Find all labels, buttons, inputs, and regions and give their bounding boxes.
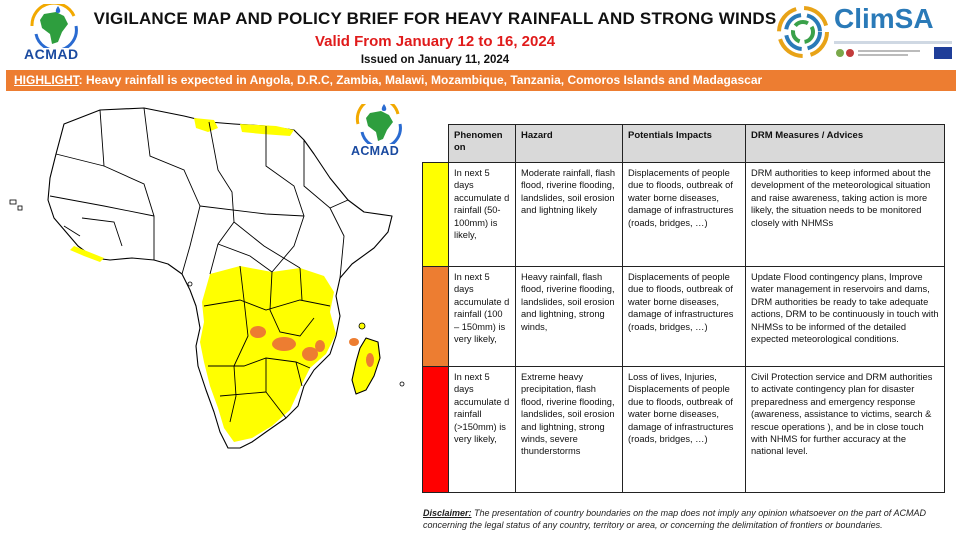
mauritius	[399, 381, 405, 387]
cell-phenomenon: In next 5 days accumulate d rainfall (>1…	[448, 366, 516, 493]
yellow-zone-west-africa	[70, 246, 104, 262]
policy-brief-table: Phenomen on Hazard Potentials Impacts DR…	[422, 124, 945, 493]
cell-phenomenon: In next 5 days accumulate d rainfall (10…	[448, 266, 516, 367]
orange-zone-zambia	[272, 337, 296, 351]
map-acmad-logo: ACMAD	[350, 96, 412, 160]
orange-zone-comoros	[349, 338, 359, 346]
cell-hazard: Heavy rainfall, flash flood, riverine fl…	[515, 266, 623, 367]
climsa-swirl-icon	[777, 6, 829, 58]
acmad-logo: ACMAD	[22, 1, 88, 62]
africa-vigilance-map	[9, 107, 405, 449]
climsa-logo-text: ClimSA	[834, 3, 934, 34]
highlight-text: : Heavy rainfall is expected in Angola, …	[78, 73, 763, 87]
table-row-yellow: In next 5 days accumulate d rainfall (50…	[422, 162, 945, 267]
highlight-banner: HIGHLIGHT: Heavy rainfall is expected in…	[6, 70, 956, 91]
disclaimer: Disclaimer: The presentation of country …	[423, 508, 955, 531]
seychelles	[358, 322, 366, 330]
cell-impacts: Displacements of people due to floods, o…	[622, 266, 746, 367]
cell-measures: Civil Protection service and DRM authori…	[745, 366, 945, 493]
map-acmad-logo-text: ACMAD	[351, 144, 400, 158]
yellow-zone-southern-africa	[200, 266, 336, 442]
orange-zone-madagascar	[366, 353, 374, 367]
valid-period: Valid From January 12 to 16, 2024	[314, 33, 556, 50]
level-swatch-orange	[422, 266, 449, 367]
sao-tome	[187, 281, 193, 287]
header-phenomenon: Phenomen on	[448, 124, 516, 163]
table-row-red: In next 5 days accumulate d rainfall (>1…	[422, 366, 945, 493]
yellow-zone-north-coast-west	[194, 118, 218, 132]
africa-globe-icon	[30, 1, 78, 52]
cell-measures: DRM authorities to keep informed about t…	[745, 162, 945, 267]
cell-phenomenon: In next 5 days accumulate d rainfall (50…	[448, 162, 516, 267]
partner-logos-strip	[834, 41, 952, 59]
orange-zone-mozambique	[315, 340, 325, 352]
table-row-orange: In next 5 days accumulate d rainfall (10…	[422, 266, 945, 367]
cape-verde-islands	[9, 199, 17, 205]
table-header-row: Phenomen on Hazard Potentials Impacts DR…	[422, 124, 945, 163]
header-hazard: Hazard	[515, 124, 623, 163]
madagascar	[351, 337, 381, 395]
cell-impacts: Loss of lives, Injuries, Displacements o…	[622, 366, 746, 493]
level-swatch-yellow	[422, 162, 449, 267]
africa-globe-icon	[355, 96, 402, 149]
cell-hazard: Moderate rainfall, flash flood, riverine…	[515, 162, 623, 267]
climsa-logo: ClimSA	[774, 3, 956, 65]
cell-impacts: Displacements of people due to floods, o…	[622, 162, 746, 267]
header-measures: DRM Measures / Advices	[745, 124, 945, 163]
acmad-logo-text: ACMAD	[24, 46, 79, 62]
highlight-label: HIGHLIGHT	[14, 73, 79, 87]
swatch-header	[422, 124, 449, 163]
disclaimer-text: The presentation of country boundaries o…	[423, 508, 926, 530]
level-swatch-red	[422, 366, 449, 493]
cell-measures: Update Flood contingency plans, Improve …	[745, 266, 945, 367]
orange-zone-malawi	[302, 347, 318, 361]
yellow-zone-north-coast-east	[240, 124, 294, 136]
header-impacts: Potentials Impacts	[622, 124, 746, 163]
disclaimer-label: Disclaimer:	[423, 508, 472, 518]
orange-zone-angola	[250, 326, 266, 338]
cell-hazard: Extreme heavy precipitation, flash flood…	[515, 366, 623, 493]
page-title: VIGILANCE MAP AND POLICY BRIEF FOR HEAVY…	[93, 9, 777, 28]
issued-date: Issued on January 11, 2024	[360, 54, 510, 66]
